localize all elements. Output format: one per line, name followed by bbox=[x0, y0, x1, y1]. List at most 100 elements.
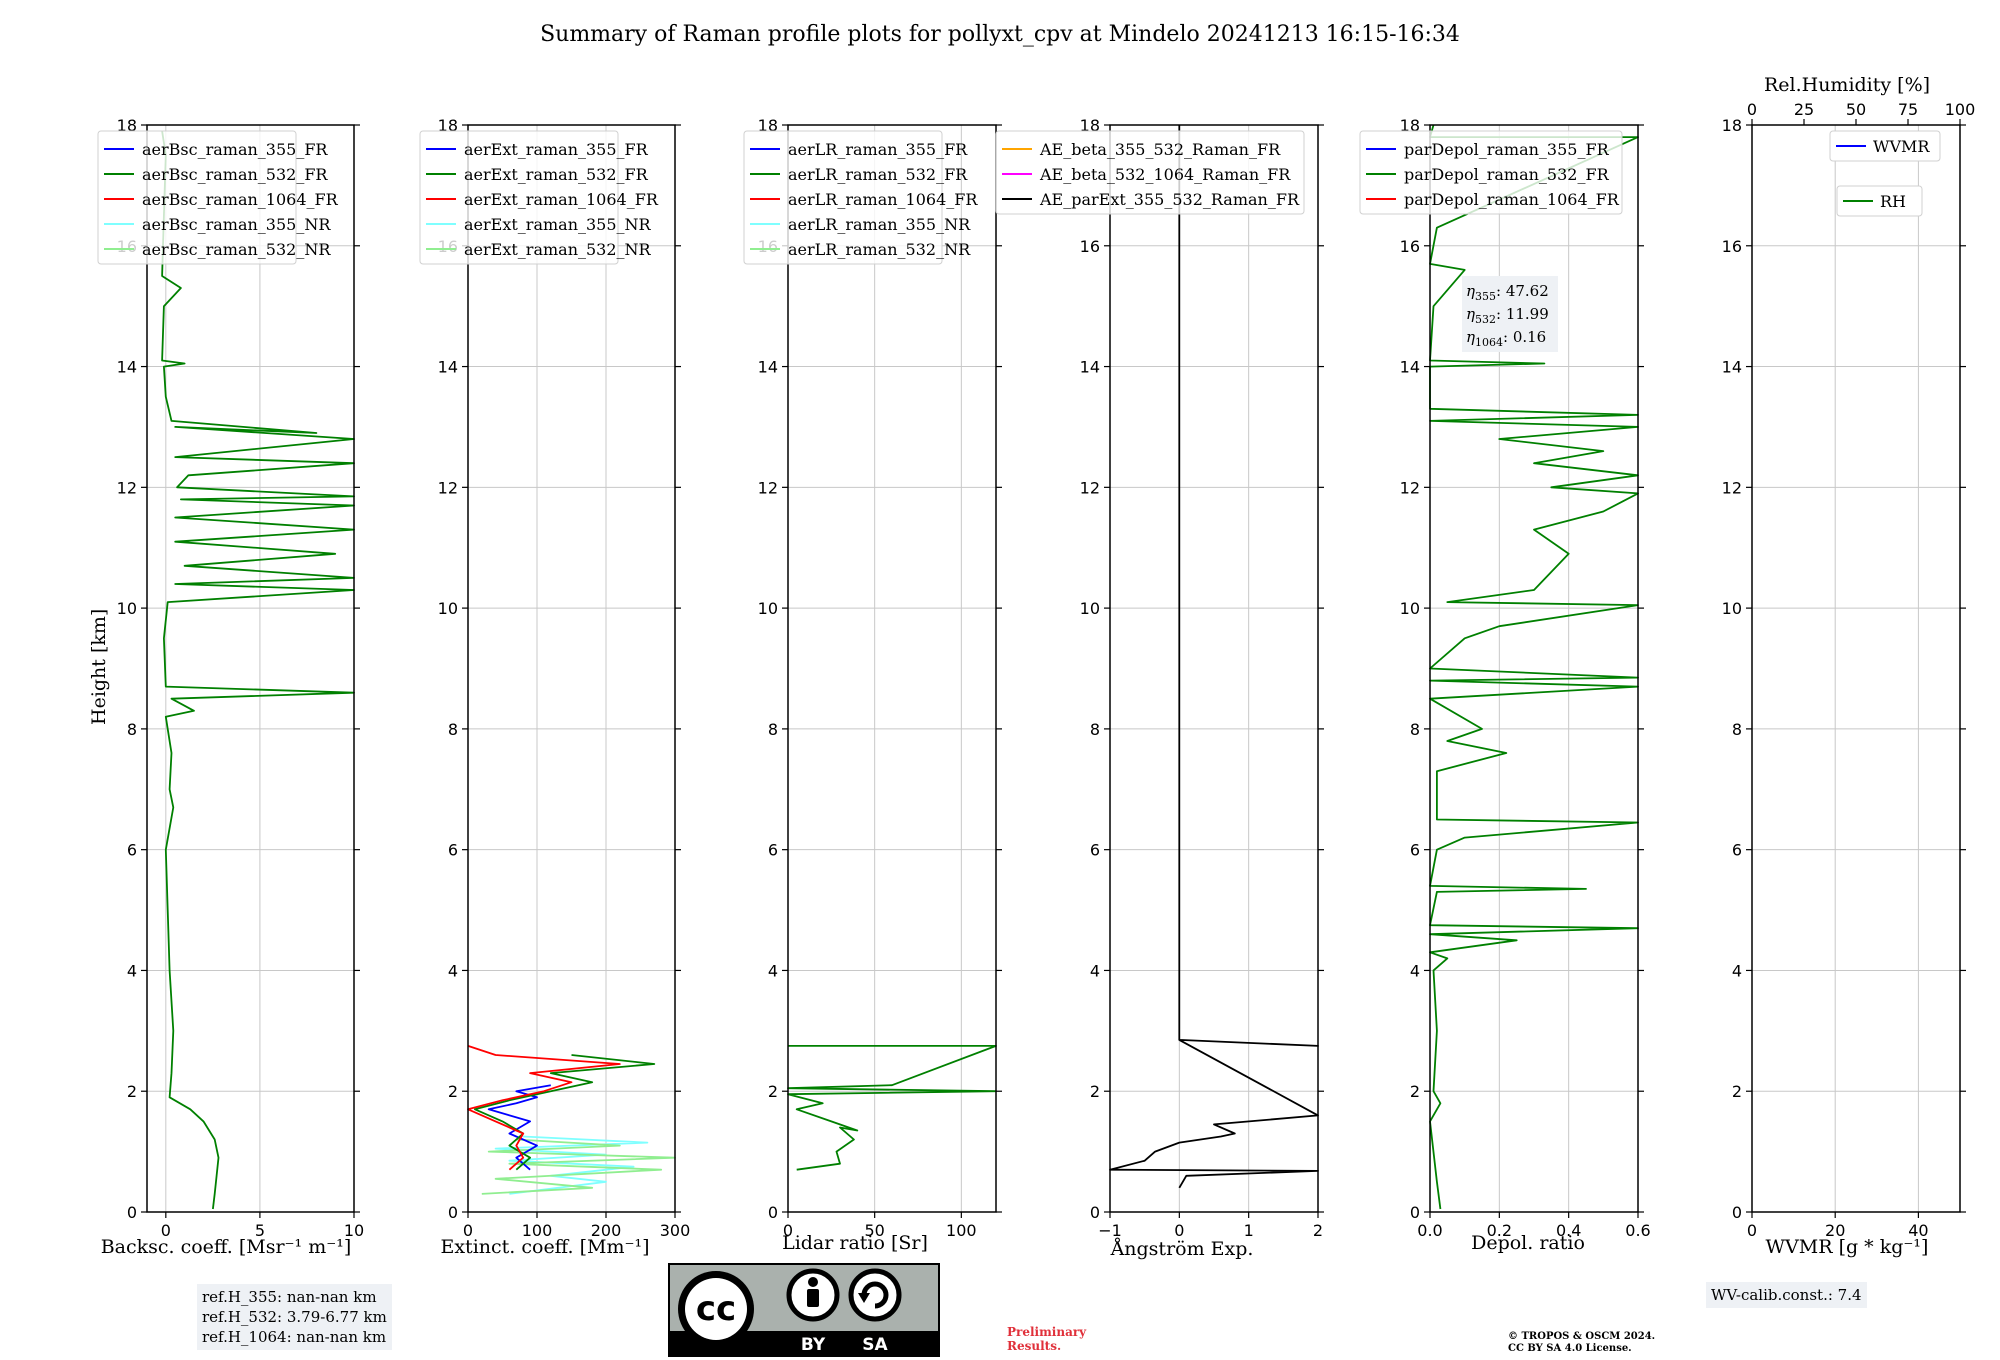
y-tick-label: 10 bbox=[1080, 599, 1100, 618]
axes-frame bbox=[467, 124, 676, 1213]
y-tick-label: 4 bbox=[1410, 961, 1420, 980]
cc-logo-text: cc bbox=[696, 1289, 736, 1329]
y-tick-label: 18 bbox=[117, 116, 137, 135]
ref-h-532: ref.H_532: 3.79-6.77 km bbox=[202, 1308, 387, 1326]
axes-frame bbox=[787, 124, 997, 1213]
eta-annotation-1064: η1064: 0.16 bbox=[1466, 328, 1546, 349]
preliminary-line-2: Results. bbox=[1007, 1339, 1062, 1353]
y-tick-label: 6 bbox=[1090, 841, 1100, 860]
x-axis-label-bsc: Backsc. coeff. [Msr⁻¹ m⁻¹] bbox=[100, 1236, 352, 1258]
y-tick-label: 10 bbox=[1722, 599, 1742, 618]
y-tick-label: 8 bbox=[127, 720, 137, 739]
legend-box bbox=[419, 130, 619, 265]
y-tick-label: 4 bbox=[448, 961, 458, 980]
axes-frame bbox=[1109, 124, 1319, 1213]
y-tick-label: 4 bbox=[768, 961, 778, 980]
y-tick-label: 2 bbox=[1732, 1082, 1742, 1101]
x-tick-label: 0 bbox=[1174, 1221, 1184, 1240]
x-axis-label-depol: Depol. ratio bbox=[1471, 1232, 1585, 1254]
y-tick-label: 4 bbox=[127, 961, 137, 980]
y-tick-label: 4 bbox=[1732, 961, 1742, 980]
legend-entry: AE_parExt_355_532_Raman_FR bbox=[1039, 190, 1300, 209]
y-tick-label: 2 bbox=[768, 1082, 778, 1101]
x-axis-label-wvmr: WVMR [g * kg⁻¹] bbox=[1765, 1236, 1929, 1258]
y-tick-label: 12 bbox=[438, 478, 458, 497]
series-line-aerBsc_raman_532_FR bbox=[161, 130, 355, 1210]
series-line-aerExt_raman_532_NR bbox=[481, 1138, 676, 1195]
y-tick-label: 14 bbox=[438, 358, 458, 377]
legend-entry: aerLR_raman_355_NR bbox=[788, 215, 971, 234]
legend-box bbox=[743, 130, 943, 265]
ref-h-1064: ref.H_1064: nan-nan km bbox=[202, 1328, 387, 1346]
legend-entry: aerExt_raman_355_FR bbox=[464, 140, 649, 159]
y-tick-label: 14 bbox=[1722, 358, 1742, 377]
panel-wv: 0 2 4 6 8 10 12 14 16 18 0 20 40 0 25 50 75 100 WVMR RH bbox=[1722, 100, 1976, 1240]
y-tick-label: 8 bbox=[1090, 720, 1100, 739]
series-line-aerExt_raman_1064_FR bbox=[467, 1045, 621, 1171]
panel-ext: 0246810121416180100200300aerExt_raman_35… bbox=[419, 116, 691, 1240]
y-tick-label: 8 bbox=[1732, 720, 1742, 739]
legend-entry: aerBsc_raman_355_FR bbox=[142, 140, 328, 159]
y-tick-label: 18 bbox=[1080, 116, 1100, 135]
top-x-tick-label: 0 bbox=[1747, 100, 1757, 119]
y-tick-label: 2 bbox=[127, 1082, 137, 1101]
x-tick-label: 0 bbox=[1747, 1221, 1757, 1240]
y-tick-label: 10 bbox=[117, 599, 137, 618]
x-tick-label: 1 bbox=[1244, 1221, 1254, 1240]
y-tick-label: 6 bbox=[1410, 841, 1420, 860]
x-tick-label: 300 bbox=[660, 1221, 691, 1240]
y-tick-label: 10 bbox=[758, 599, 778, 618]
y-tick-label: 2 bbox=[1410, 1082, 1420, 1101]
y-tick-label: 18 bbox=[758, 116, 778, 135]
ref-h-355: ref.H_355: nan-nan km bbox=[202, 1288, 377, 1306]
legend-entry: aerExt_raman_1064_FR bbox=[464, 190, 659, 209]
y-tick-label: 8 bbox=[448, 720, 458, 739]
figure-title: Summary of Raman profile plots for polly… bbox=[540, 22, 1460, 47]
top-x-tick-label: 25 bbox=[1794, 100, 1814, 119]
x-tick-label: 100 bbox=[946, 1221, 977, 1240]
x-tick-label: 20 bbox=[1825, 1221, 1845, 1240]
panel-depol: 0 2 4 6 8 10 12 14 16 18 0.0 0.2 0.4 0.6 parDepol_rama… bbox=[1359, 116, 1651, 1240]
x-tick-label: 40 bbox=[1908, 1221, 1928, 1240]
x-tick-label: 0.4 bbox=[1556, 1221, 1581, 1240]
sa-share-alike-icon bbox=[848, 1268, 902, 1322]
panel-bsc: 0246810121416180510aerBsc_raman_355_FRae… bbox=[97, 116, 364, 1240]
legend-entry: aerLR_raman_532_NR bbox=[788, 240, 971, 259]
legend-box-wvmr bbox=[1829, 130, 1941, 162]
top-x-tick-label: 50 bbox=[1846, 100, 1866, 119]
x-axis-label-ext: Extinct. coeff. [Mm⁻¹] bbox=[440, 1236, 650, 1258]
legend-entry: aerLR_raman_532_FR bbox=[788, 165, 968, 184]
y-tick-label: 16 bbox=[1400, 237, 1420, 256]
y-tick-label: 10 bbox=[1400, 599, 1420, 618]
legend-entry: aerLR_raman_1064_FR bbox=[788, 190, 978, 209]
reference-height-box: ref.H_355: nan-nan km ref.H_532: 3.79-6.… bbox=[197, 1284, 392, 1350]
legend-entry: aerExt_raman_532_FR bbox=[464, 165, 649, 184]
by-label: BY bbox=[801, 1335, 826, 1355]
y-tick-label: 18 bbox=[438, 116, 458, 135]
by-person-icon bbox=[786, 1268, 840, 1322]
x-tick-label: 5 bbox=[255, 1221, 265, 1240]
panel-lr: 024681012141618050100aerLR_raman_355_FRa… bbox=[743, 116, 1002, 1240]
y-tick-label: 4 bbox=[1090, 961, 1100, 980]
y-tick-label: 12 bbox=[1080, 478, 1100, 497]
y-tick-label: 12 bbox=[1400, 478, 1420, 497]
legend-entry-wvmr: WVMR bbox=[1873, 137, 1930, 156]
x-axis-label-lr: Lidar ratio [Sr] bbox=[782, 1232, 928, 1254]
y-tick-label: 8 bbox=[768, 720, 778, 739]
series-line-aerLR_raman_532_FR bbox=[787, 1045, 997, 1171]
legend-box bbox=[1359, 130, 1623, 215]
x-tick-label: 50 bbox=[864, 1221, 884, 1240]
top-x-tick-label: 100 bbox=[1945, 100, 1976, 119]
copyright-line-2: CC BY SA 4.0 License. bbox=[1508, 1343, 1632, 1354]
legend-entry: AE_beta_355_532_Raman_FR bbox=[1039, 140, 1281, 159]
preliminary-note: Preliminary Results. bbox=[1007, 1325, 1086, 1353]
series-line-aerExt_raman_532_FR bbox=[474, 1054, 656, 1171]
sa-label: SA bbox=[862, 1335, 888, 1355]
legend-entry: aerBsc_raman_355_NR bbox=[142, 215, 331, 234]
legend-entry: aerBsc_raman_1064_FR bbox=[142, 190, 339, 209]
wv-calib-box: WV-calib.const.: 7.4 bbox=[1706, 1282, 1867, 1308]
y-tick-label: 16 bbox=[1722, 237, 1742, 256]
y-tick-label: 16 bbox=[1080, 237, 1100, 256]
